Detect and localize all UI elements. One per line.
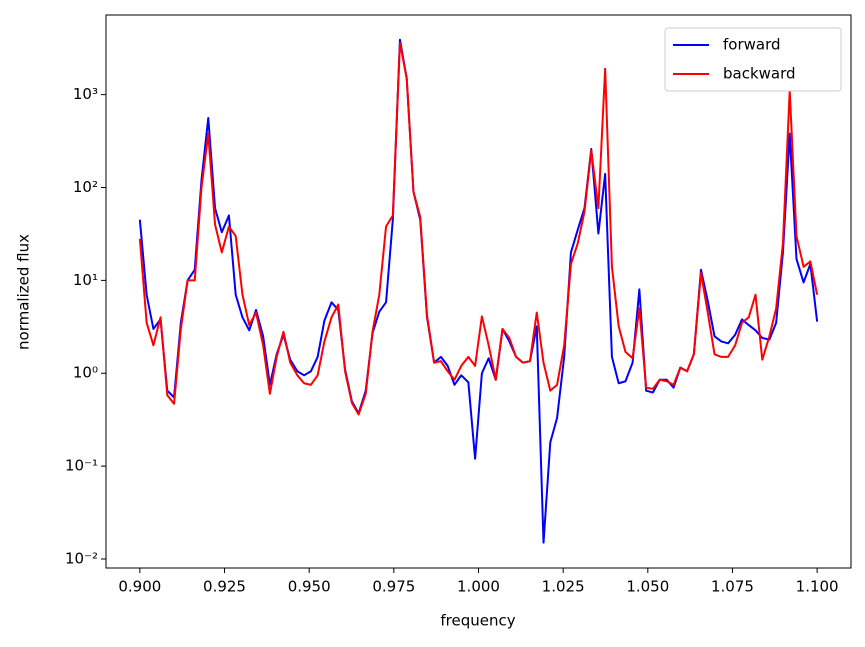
- x-tick-label: 1.075: [711, 578, 754, 596]
- legend-box: [664, 27, 842, 92]
- y-tick-label: 10⁰: [73, 364, 98, 382]
- x-tick-label: 0.925: [203, 578, 246, 596]
- y-tick-label: 10¹: [73, 271, 98, 289]
- y-tick-label: 10⁻²: [65, 549, 98, 567]
- y-tick-label: 10²: [73, 178, 98, 196]
- x-tick-label: 1.100: [796, 578, 839, 596]
- x-tick-label: 1.000: [457, 578, 500, 596]
- x-tick-label: 1.050: [626, 578, 669, 596]
- x-tick-label: 0.900: [118, 578, 161, 596]
- plot-frame: [105, 14, 852, 569]
- x-tick-label: 0.975: [372, 578, 415, 596]
- legend-label: backward: [723, 65, 796, 83]
- x-tick-label: 0.950: [288, 578, 331, 596]
- y-tick-label: 10³: [73, 85, 98, 103]
- x-axis-label: frequency: [440, 612, 515, 630]
- legend-label: forward: [723, 36, 781, 54]
- line-series: [138, 41, 819, 416]
- y-tick-label: 10⁻¹: [65, 457, 98, 475]
- x-tick-label: 1.025: [542, 578, 585, 596]
- y-axis-label: normalized flux: [15, 234, 33, 350]
